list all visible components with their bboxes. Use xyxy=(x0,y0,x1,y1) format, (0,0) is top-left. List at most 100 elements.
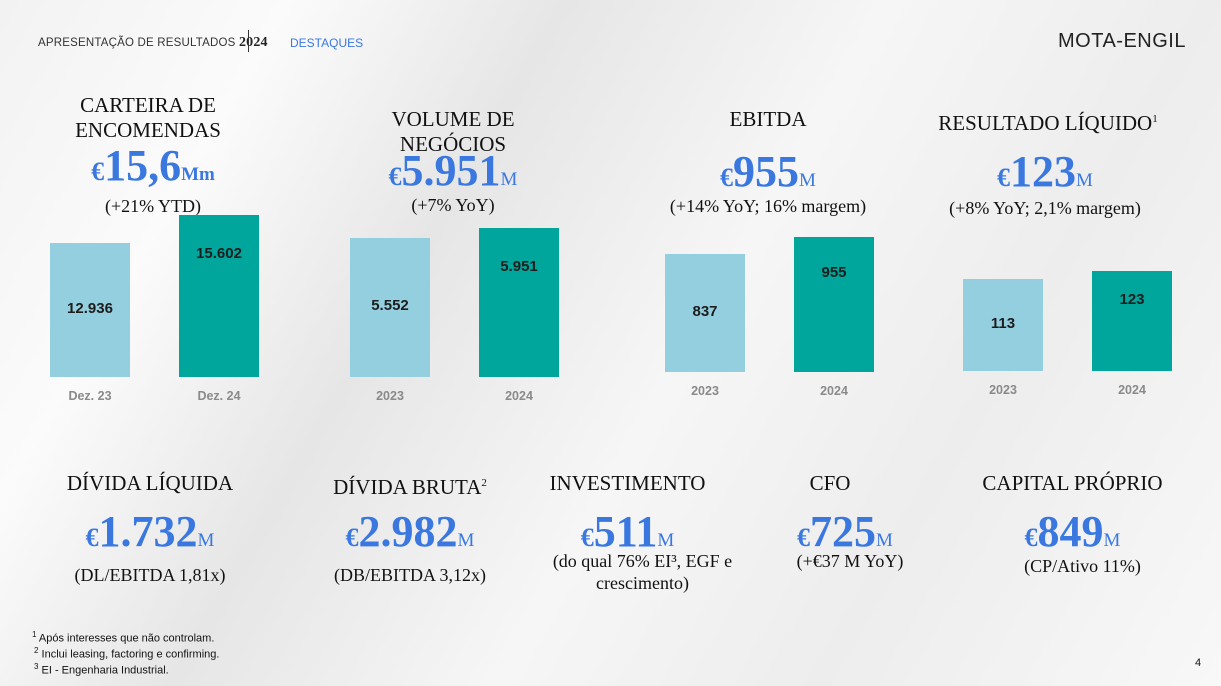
kpi-title-divida-bruta: DÍVIDA BRUTA2 xyxy=(305,471,515,500)
chart-resultado: 113 2023 123 2024 xyxy=(953,271,1188,399)
bar-category-label: 2023 xyxy=(989,383,1017,397)
kpi-number: 511 xyxy=(593,507,658,556)
kpi-unit: Mm xyxy=(181,164,215,185)
kpi-number: 5.951 xyxy=(401,146,501,195)
kpi-value-cfo: €725M xyxy=(760,506,930,557)
footnote-1: 1 Após interesses que não controlam. xyxy=(32,630,214,645)
kpi-title-line: NEGÓCIOS xyxy=(399,132,507,156)
kpi-subtitle-cfo: (+€37 M YoY) xyxy=(796,551,904,571)
kpi-title-investimento: INVESTIMENTO xyxy=(549,471,706,495)
kpi-number: 123 xyxy=(1010,147,1077,196)
kpi-unit: M xyxy=(799,170,816,191)
section-title: DESTAQUES xyxy=(290,36,364,50)
kpi-value-divida-bruta: €2.982M xyxy=(305,506,515,557)
kpi-value-capital-proprio: €849M xyxy=(965,506,1180,557)
bar-category-label: 2024 xyxy=(505,389,533,403)
kpi-unit: M xyxy=(1076,170,1093,191)
footnote-mark: 2 xyxy=(481,477,487,489)
presentation-year: 2024 xyxy=(238,35,268,50)
bar-value-label: 837 xyxy=(692,302,718,320)
bar-value-label: 12.936 xyxy=(67,299,113,317)
page-number: 4 xyxy=(1195,657,1202,669)
currency-symbol: € xyxy=(797,523,811,552)
kpi-number: 955 xyxy=(733,147,800,196)
presentation-title: APRESENTAÇÃO DE RESULTADOS 2024 xyxy=(38,35,268,51)
bar-category-label: Dez. 24 xyxy=(197,389,241,403)
bar-value-label: 15.602 xyxy=(196,245,242,262)
bar-category-label: Dez. 23 xyxy=(68,389,112,403)
bar-value-label: 123 xyxy=(1119,291,1145,308)
bar-value-label: 5.951 xyxy=(500,257,538,275)
kpi-unit: M xyxy=(1103,530,1121,551)
kpi-subtitle-resultado: (+8% YoY; 2,1% margem) xyxy=(949,198,1141,218)
bar-category-label: 2024 xyxy=(820,384,848,398)
bar-dez-23: 12.936 xyxy=(50,242,130,377)
chart-volume: 5.552 2023 5.951 2024 xyxy=(340,228,575,405)
footnote-mark: 2 xyxy=(34,646,39,655)
bar-2023: 5.552 xyxy=(350,237,430,377)
header-divider xyxy=(248,30,249,52)
kpi-unit: M xyxy=(876,530,893,551)
bar-value-label: 5.552 xyxy=(371,297,409,315)
footnote-mark: 3 xyxy=(34,662,39,671)
currency-symbol: € xyxy=(997,163,1011,192)
kpi-title-resultado: RESULTADO LÍQUIDO1 xyxy=(918,107,1178,136)
kpi-title-ebitda: EBITDA xyxy=(668,107,868,132)
bar-2024: 5.951 xyxy=(479,228,559,377)
footnote-mark: 1 xyxy=(1152,113,1158,125)
kpi-title-volume: VOLUME DE NEGÓCIOS xyxy=(353,107,553,157)
bar-2023: 113 xyxy=(963,279,1043,371)
footnote-text: EI - Engenharia Industrial. xyxy=(41,664,169,677)
kpi-unit: M xyxy=(657,530,675,551)
kpi-title-capital-proprio: CAPITAL PRÓPRIO xyxy=(982,471,1163,495)
kpi-title-divida-liquida: DÍVIDA LÍQUIDA xyxy=(66,471,234,495)
currency-symbol: € xyxy=(388,162,402,191)
kpi-subtitle-volume: (+7% YoY) xyxy=(411,195,495,215)
kpi-unit: M xyxy=(500,169,518,190)
kpi-value-ebitda: €955M xyxy=(663,146,873,197)
footnote-mark: 1 xyxy=(32,630,37,639)
kpi-number: 2.982 xyxy=(358,507,458,556)
footnote-2: 2 Inclui leasing, factoring e confirming… xyxy=(34,646,219,661)
bar-category-label: 2024 xyxy=(1118,383,1146,397)
kpi-title-text: DÍVIDA BRUTA xyxy=(333,475,482,499)
kpi-title-line: EBITDA xyxy=(729,107,807,131)
kpi-value-divida-liquida: €1.732M xyxy=(40,506,260,557)
bar-value-label: 955 xyxy=(821,264,847,281)
bar-value-label: 113 xyxy=(990,315,1016,333)
bar-category-label: 2023 xyxy=(376,389,404,403)
kpi-value-investimento: €511M xyxy=(530,506,725,557)
company-logo: MOTA-ENGIL xyxy=(1058,30,1186,52)
kpi-subtitle-line: (do qual 76% EI³, EGF e xyxy=(552,551,733,571)
currency-symbol: € xyxy=(580,523,594,552)
presentation-title-text: APRESENTAÇÃO DE RESULTADOS xyxy=(38,37,236,49)
kpi-subtitle-divida-bruta: (DB/EBITDA 3,12x) xyxy=(334,565,486,585)
kpi-title-line: VOLUME DE xyxy=(391,107,515,131)
bar-2023: 837 xyxy=(665,253,745,372)
currency-symbol: € xyxy=(1024,523,1038,552)
footnote-3: 3 EI - Engenharia Industrial. xyxy=(34,662,169,677)
chart-carteira: 12.936 Dez. 23 15.602 Dez. 24 xyxy=(40,215,275,405)
chart-ebitda: 837 2023 955 2024 xyxy=(655,237,890,400)
bar-2024: 123 xyxy=(1092,271,1172,371)
kpi-title-line: CARTEIRA DE xyxy=(80,93,216,117)
currency-symbol: € xyxy=(85,523,99,552)
kpi-subtitle-divida-liquida: (DL/EBITDA 1,81x) xyxy=(74,565,226,585)
bar-2024: 955 xyxy=(794,237,874,372)
kpi-number: 849 xyxy=(1037,507,1104,556)
bar-dez-24: 15.602 xyxy=(179,215,259,377)
footnote-text: Após interesses que não controlam. xyxy=(38,632,215,645)
currency-symbol: € xyxy=(720,163,734,192)
kpi-number: 1.732 xyxy=(98,507,198,556)
kpi-subtitle-carteira: (+21% YTD) xyxy=(105,196,201,216)
kpi-subtitle-capital-proprio: (CP/Ativo 11%) xyxy=(1024,556,1141,576)
kpi-unit: M xyxy=(457,530,475,551)
kpi-title-line: ENCOMENDAS xyxy=(75,118,221,142)
kpi-number: 725 xyxy=(810,507,877,556)
kpi-subtitle-ebitda: (+14% YoY; 16% margem) xyxy=(669,196,867,216)
currency-symbol: € xyxy=(345,523,359,552)
bar-category-label: 2023 xyxy=(691,384,719,398)
currency-symbol: € xyxy=(91,157,105,186)
kpi-subtitle-investimento: (do qual 76% EI³, EGF e crescimento) xyxy=(520,550,765,594)
kpi-title-carteira: CARTEIRA DE ENCOMENDAS xyxy=(48,93,248,143)
